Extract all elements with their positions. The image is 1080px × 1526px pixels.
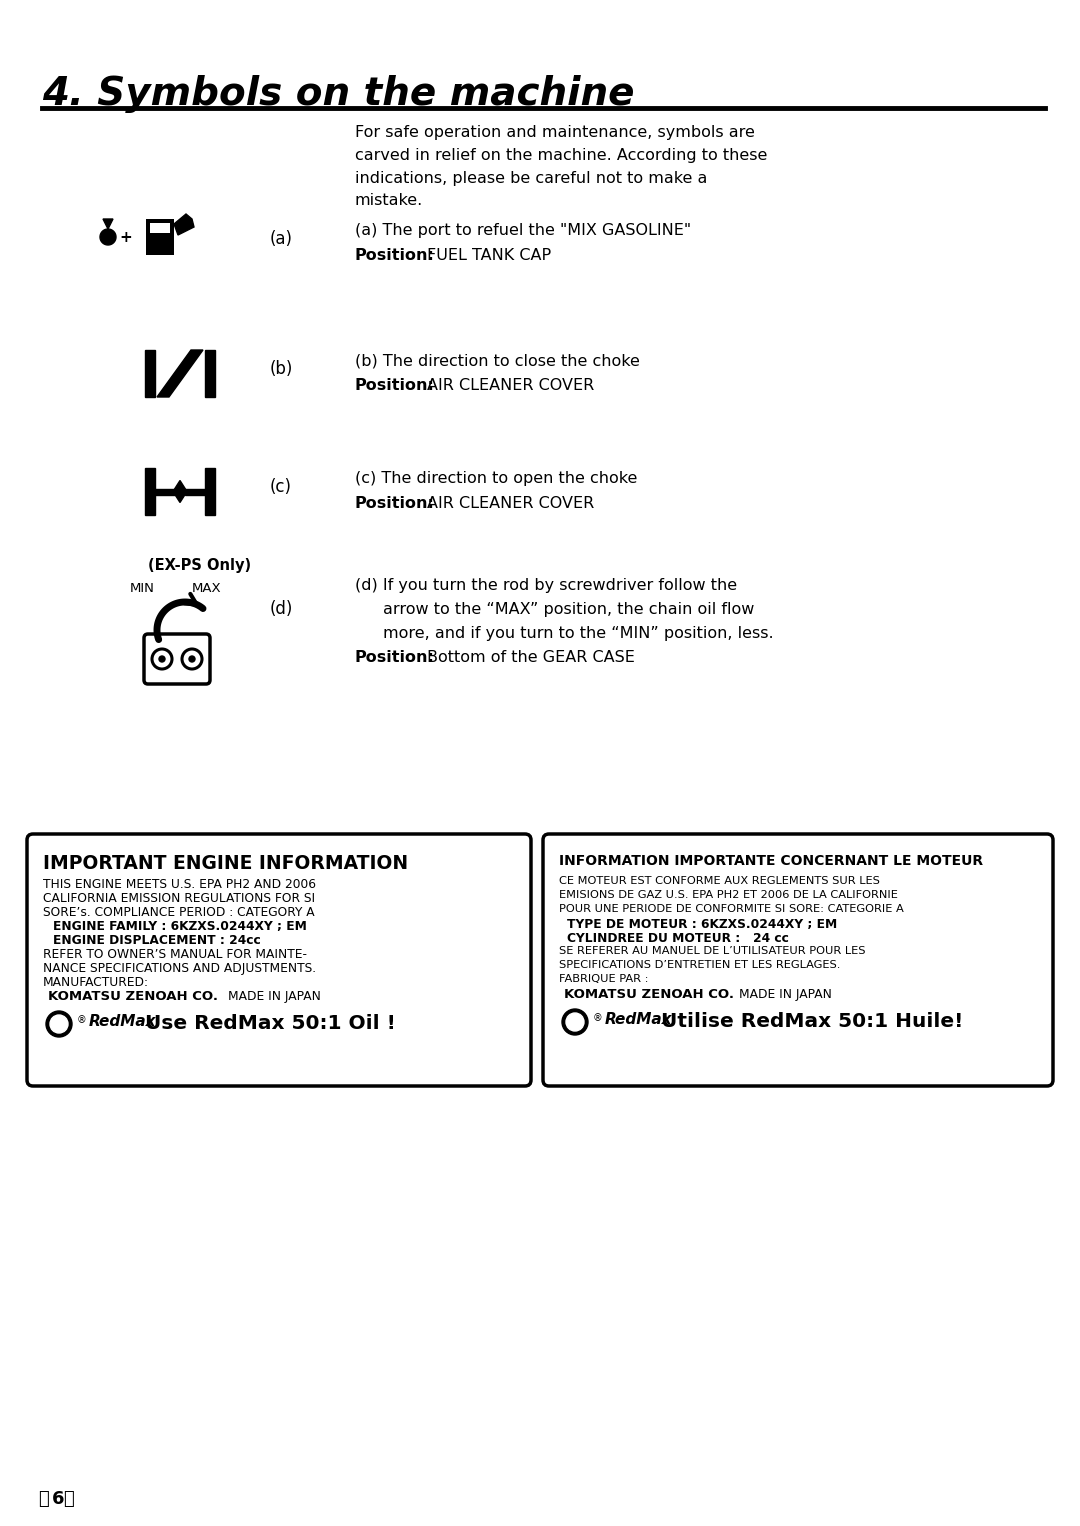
Text: SORE’s. COMPLIANCE PERIOD : CATEGORY A: SORE’s. COMPLIANCE PERIOD : CATEGORY A xyxy=(43,906,314,919)
Text: MIN: MIN xyxy=(130,581,154,595)
Text: SPECIFICATIONS D’ENTRETIEN ET LES REGLAGES.: SPECIFICATIONS D’ENTRETIEN ET LES REGLAG… xyxy=(559,960,840,971)
Text: ®: ® xyxy=(77,1015,86,1025)
Text: MAX: MAX xyxy=(192,581,221,595)
Text: POUR UNE PERIODE DE CONFORMITE SI SORE: CATEGORIE A: POUR UNE PERIODE DE CONFORMITE SI SORE: … xyxy=(559,903,904,914)
Polygon shape xyxy=(157,349,203,397)
Text: (c) The direction to open the choke: (c) The direction to open the choke xyxy=(355,472,637,485)
Text: FABRIQUE PAR :: FABRIQUE PAR : xyxy=(559,974,648,984)
Text: Utilise RedMax 50:1 Huile!: Utilise RedMax 50:1 Huile! xyxy=(661,1012,963,1032)
Text: 4. Symbols on the machine: 4. Symbols on the machine xyxy=(42,75,635,113)
FancyBboxPatch shape xyxy=(27,835,531,1087)
Text: RedMax: RedMax xyxy=(605,1012,673,1027)
Text: Position:: Position: xyxy=(355,496,435,511)
Text: Position:: Position: xyxy=(355,249,435,262)
Text: Bottom of the GEAR CASE: Bottom of the GEAR CASE xyxy=(427,650,635,665)
Text: (a) The port to refuel the "MIX GASOLINE": (a) The port to refuel the "MIX GASOLINE… xyxy=(355,223,691,238)
Polygon shape xyxy=(103,220,113,229)
Text: 6: 6 xyxy=(52,1489,65,1508)
Polygon shape xyxy=(145,349,156,397)
FancyBboxPatch shape xyxy=(543,835,1053,1087)
Text: ENGINE FAMILY : 6KZXS.0244XY ; EM: ENGINE FAMILY : 6KZXS.0244XY ; EM xyxy=(53,920,307,932)
Text: For safe operation and maintenance, symbols are
carved in relief on the machine.: For safe operation and maintenance, symb… xyxy=(355,125,768,209)
Text: more, and if you turn to the “MIN” position, less.: more, and if you turn to the “MIN” posit… xyxy=(383,626,773,641)
Text: REFER TO OWNER’S MANUAL FOR MAINTE-: REFER TO OWNER’S MANUAL FOR MAINTE- xyxy=(43,948,307,961)
Text: (b): (b) xyxy=(270,360,294,378)
Polygon shape xyxy=(205,468,215,514)
Text: EMISIONS DE GAZ U.S. EPA PH2 ET 2006 DE LA CALIFORNIE: EMISIONS DE GAZ U.S. EPA PH2 ET 2006 DE … xyxy=(559,890,897,900)
Text: CYLINDREE DU MOTEUR :   24 cc: CYLINDREE DU MOTEUR : 24 cc xyxy=(567,932,788,945)
Text: INFORMATION IMPORTANTE CONCERNANT LE MOTEUR: INFORMATION IMPORTANTE CONCERNANT LE MOT… xyxy=(559,855,983,868)
Polygon shape xyxy=(156,488,175,494)
Text: NANCE SPECIFICATIONS AND ADJUSTMENTS.: NANCE SPECIFICATIONS AND ADJUSTMENTS. xyxy=(43,961,316,975)
Text: ENGINE DISPLACEMENT : 24cc: ENGINE DISPLACEMENT : 24cc xyxy=(53,934,260,948)
Text: MADE IN JAPAN: MADE IN JAPAN xyxy=(739,987,832,1001)
Text: CE MOTEUR EST CONFORME AUX REGLEMENTS SUR LES: CE MOTEUR EST CONFORME AUX REGLEMENTS SU… xyxy=(559,876,880,887)
Text: Position:: Position: xyxy=(355,650,435,665)
Polygon shape xyxy=(174,214,194,235)
Circle shape xyxy=(159,656,165,662)
Text: (b) The direction to close the choke: (b) The direction to close the choke xyxy=(355,353,639,368)
Text: 「: 「 xyxy=(38,1489,49,1508)
Text: 」: 」 xyxy=(63,1489,73,1508)
Circle shape xyxy=(50,1015,68,1033)
Text: (a): (a) xyxy=(270,230,293,249)
Text: KOMATSU ZENOAH CO.: KOMATSU ZENOAH CO. xyxy=(564,987,734,1001)
Text: IMPORTANT ENGINE INFORMATION: IMPORTANT ENGINE INFORMATION xyxy=(43,855,408,873)
Polygon shape xyxy=(100,229,116,246)
Text: KOMATSU ZENOAH CO.: KOMATSU ZENOAH CO. xyxy=(48,990,218,1003)
Polygon shape xyxy=(173,481,187,502)
Text: TYPE DE MOTEUR : 6KZXS.0244XY ; EM: TYPE DE MOTEUR : 6KZXS.0244XY ; EM xyxy=(567,919,837,931)
Polygon shape xyxy=(185,488,205,494)
Text: (c): (c) xyxy=(270,478,292,496)
Polygon shape xyxy=(171,661,179,664)
Polygon shape xyxy=(145,468,156,514)
FancyBboxPatch shape xyxy=(144,633,210,684)
Text: Use RedMax 50:1 Oil !: Use RedMax 50:1 Oil ! xyxy=(145,1013,396,1033)
Polygon shape xyxy=(168,664,181,676)
Text: RedMax: RedMax xyxy=(89,1013,157,1029)
Circle shape xyxy=(562,1009,588,1035)
Text: AIR CLEANER COVER: AIR CLEANER COVER xyxy=(427,378,594,394)
Text: MANUFACTURED:: MANUFACTURED: xyxy=(43,977,149,989)
Text: (d) If you turn the rod by screwdriver follow the: (d) If you turn the rod by screwdriver f… xyxy=(355,578,738,594)
Text: arrow to the “MAX” position, the chain oil flow: arrow to the “MAX” position, the chain o… xyxy=(383,601,754,617)
Text: CALIFORNIA EMISSION REGULATIONS FOR SI: CALIFORNIA EMISSION REGULATIONS FOR SI xyxy=(43,893,315,905)
Text: SE REFERER AU MANUEL DE L’UTILISATEUR POUR LES: SE REFERER AU MANUEL DE L’UTILISATEUR PO… xyxy=(559,946,865,955)
Text: ®: ® xyxy=(593,1013,603,1022)
Circle shape xyxy=(46,1012,72,1038)
Text: +: + xyxy=(120,229,133,244)
Text: FUEL TANK CAP: FUEL TANK CAP xyxy=(427,249,551,262)
Text: Position:: Position: xyxy=(355,378,435,394)
FancyBboxPatch shape xyxy=(146,220,174,255)
Circle shape xyxy=(566,1013,584,1032)
Text: (d): (d) xyxy=(270,600,294,618)
Text: AIR CLEANER COVER: AIR CLEANER COVER xyxy=(427,496,594,511)
Text: (EX-PS Only): (EX-PS Only) xyxy=(148,559,252,572)
Text: MADE IN JAPAN: MADE IN JAPAN xyxy=(228,990,321,1003)
Circle shape xyxy=(189,656,195,662)
FancyBboxPatch shape xyxy=(150,223,170,233)
Text: THIS ENGINE MEETS U.S. EPA PH2 AND 2006: THIS ENGINE MEETS U.S. EPA PH2 AND 2006 xyxy=(43,877,316,891)
Polygon shape xyxy=(205,349,215,397)
